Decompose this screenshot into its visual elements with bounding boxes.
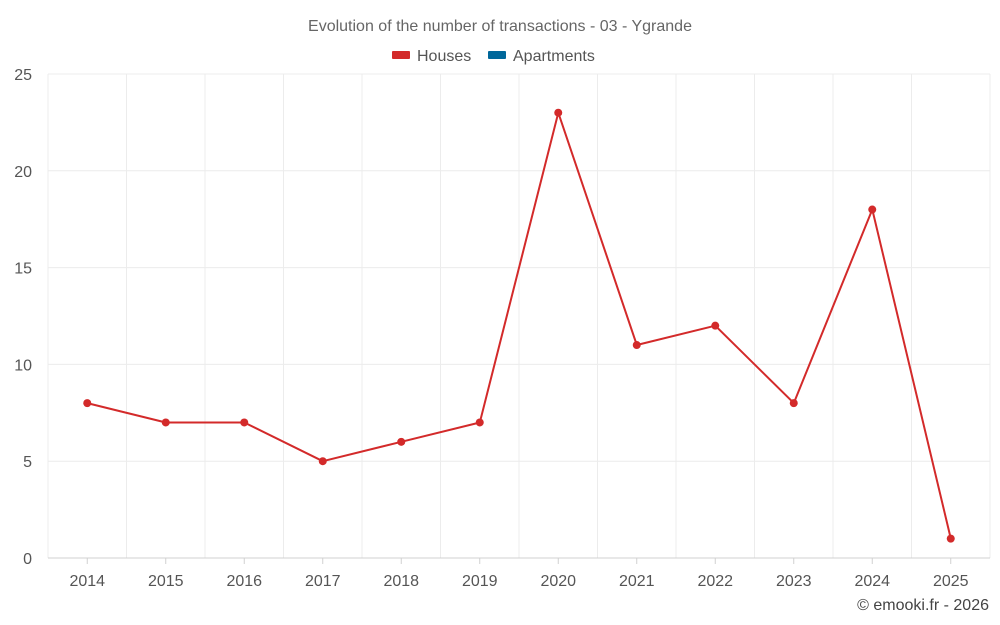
x-tick-label: 2016 [226, 573, 262, 590]
data-point-houses-2023[interactable] [789, 399, 798, 408]
chart-grid [47, 73, 991, 559]
data-point-houses-2021[interactable] [632, 341, 641, 350]
y-tick-label: 20 [14, 164, 32, 181]
legend-label-houses[interactable]: Houses [417, 48, 471, 65]
chart-credit: © emooki.fr - 2026 [857, 597, 989, 614]
chart-legend: Houses Apartments [392, 48, 595, 65]
data-point-houses-2020[interactable] [554, 108, 563, 117]
series-line-houses [86, 111, 952, 540]
x-tick-label: 2015 [148, 573, 184, 590]
data-point-houses-2022[interactable] [711, 321, 720, 330]
x-tick-label: 2017 [305, 573, 341, 590]
x-tick-label: 2025 [933, 573, 969, 590]
data-point-houses-2016[interactable] [240, 418, 249, 427]
x-tick-label: 2018 [383, 573, 419, 590]
data-point-houses-2018[interactable] [397, 437, 406, 446]
y-axis-ticks: 0 5 10 15 20 25 [14, 67, 32, 568]
y-tick-label: 25 [14, 67, 32, 84]
data-point-houses-2015[interactable] [161, 418, 170, 427]
y-tick-label: 10 [14, 357, 32, 374]
data-point-houses-2017[interactable] [318, 457, 327, 466]
data-point-houses-2024[interactable] [868, 205, 877, 214]
x-tick-label: 2024 [854, 573, 890, 590]
legend-swatch-houses[interactable] [392, 51, 410, 59]
series-layer [83, 108, 955, 543]
x-tick-label: 2020 [540, 573, 576, 590]
x-tick-label: 2022 [697, 573, 733, 590]
x-tick-label: 2019 [462, 573, 498, 590]
y-tick-label: 15 [14, 261, 32, 278]
x-tick-label: 2023 [776, 573, 812, 590]
y-tick-label: 5 [23, 454, 32, 471]
y-tick-label: 0 [23, 551, 32, 568]
legend-label-apartments[interactable]: Apartments [513, 48, 595, 65]
data-point-houses-2025[interactable] [946, 534, 955, 543]
data-point-houses-2014[interactable] [83, 399, 92, 408]
x-tick-label: 2021 [619, 573, 655, 590]
legend-swatch-apartments[interactable] [488, 51, 506, 59]
data-point-houses-2019[interactable] [475, 418, 484, 427]
chart-title: Evolution of the number of transactions … [308, 18, 692, 35]
x-axis-ticks: 2014 2015 2016 2017 2018 2019 2020 2021 2022 2023… [69, 558, 969, 590]
x-tick-label: 2014 [69, 573, 105, 590]
